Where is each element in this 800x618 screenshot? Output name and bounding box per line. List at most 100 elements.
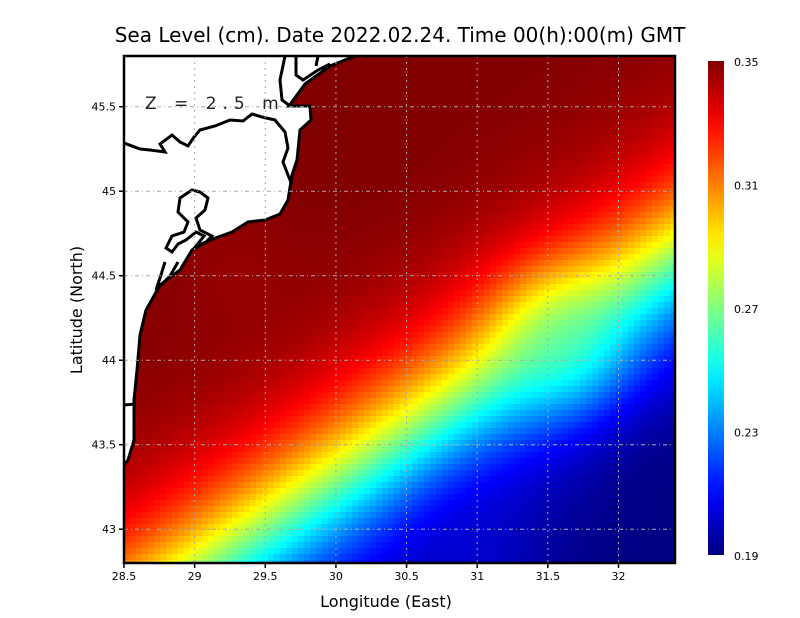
field-cell [394,314,401,321]
field-cell [472,200,479,207]
field-cell [358,320,365,327]
field-cell [310,344,317,351]
field-cell [472,86,479,93]
field-cell [568,206,575,213]
field-cell [322,338,329,345]
field-cell [442,92,449,99]
field-cell [496,80,503,87]
field-cell [574,302,581,309]
field-cell [550,200,557,207]
field-cell [316,284,323,291]
field-cell [310,224,317,231]
field-cell [460,206,467,213]
field-cell [496,254,503,261]
field-cell [448,374,455,381]
field-cell [538,218,545,225]
field-cell [346,128,353,135]
field-cell [640,158,647,165]
field-cell [328,188,335,195]
field-cell [334,170,341,177]
field-cell [526,164,533,171]
field-cell [568,278,575,285]
field-cell [448,302,455,309]
field-cell [424,356,431,363]
field-cell [604,116,611,123]
field-cell [280,230,287,237]
field-cell [484,332,491,339]
field-cell [490,374,497,381]
field-cell [526,104,533,111]
field-cell [520,338,527,345]
field-cell [496,326,503,333]
field-cell [520,230,527,237]
field-cell [592,314,599,321]
field-cell [562,98,569,105]
field-cell [586,332,593,339]
field-cell [394,236,401,243]
field-cell [466,320,473,327]
field-cell [610,104,617,111]
field-cell [670,194,675,201]
field-cell [454,152,461,159]
field-cell [646,122,653,129]
field-cell [412,350,419,357]
field-cell [574,218,581,225]
field-cell [238,308,245,315]
field-cell [568,200,575,207]
field-cell [292,308,299,315]
field-cell [424,86,431,93]
field-cell [670,242,675,249]
field-cell [322,80,329,87]
field-cell [610,152,617,159]
field-cell [298,164,305,171]
field-cell [328,218,335,225]
field-cell [250,266,257,273]
field-cell [514,242,521,249]
field-cell [388,212,395,219]
field-cell [322,122,329,129]
field-cell [352,116,359,123]
field-cell [526,356,533,363]
field-cell [412,242,419,249]
field-cell [298,98,305,105]
field-cell [454,302,461,309]
field-cell [640,98,647,105]
field-cell [652,308,659,315]
field-cell [352,146,359,153]
field-cell [370,362,377,369]
field-cell [412,308,419,315]
field-cell [304,296,311,303]
field-cell [592,248,599,255]
field-cell [262,368,269,375]
field-cell [238,278,245,285]
field-cell [400,254,407,261]
field-cell [466,176,473,183]
field-cell [478,350,485,357]
field-cell [250,368,257,375]
field-cell [136,374,143,381]
field-cell [658,206,665,213]
field-cell [550,374,557,381]
field-cell [460,326,467,333]
field-cell [478,152,485,159]
field-cell [544,56,551,63]
field-cell [616,86,623,93]
field-cell [448,272,455,279]
field-cell [394,200,401,207]
field-cell [490,278,497,285]
field-cell [364,332,371,339]
field-cell [430,248,437,255]
field-cell [616,326,623,333]
field-cell [562,290,569,297]
field-cell [670,128,675,135]
field-cell [574,86,581,93]
field-cell [400,140,407,147]
field-cell [496,248,503,255]
field-cell [280,260,287,267]
field-cell [340,224,347,231]
field-cell [652,248,659,255]
field-cell [394,194,401,201]
field-cell [298,314,305,321]
field-cell [526,272,533,279]
field-cell [262,332,269,339]
